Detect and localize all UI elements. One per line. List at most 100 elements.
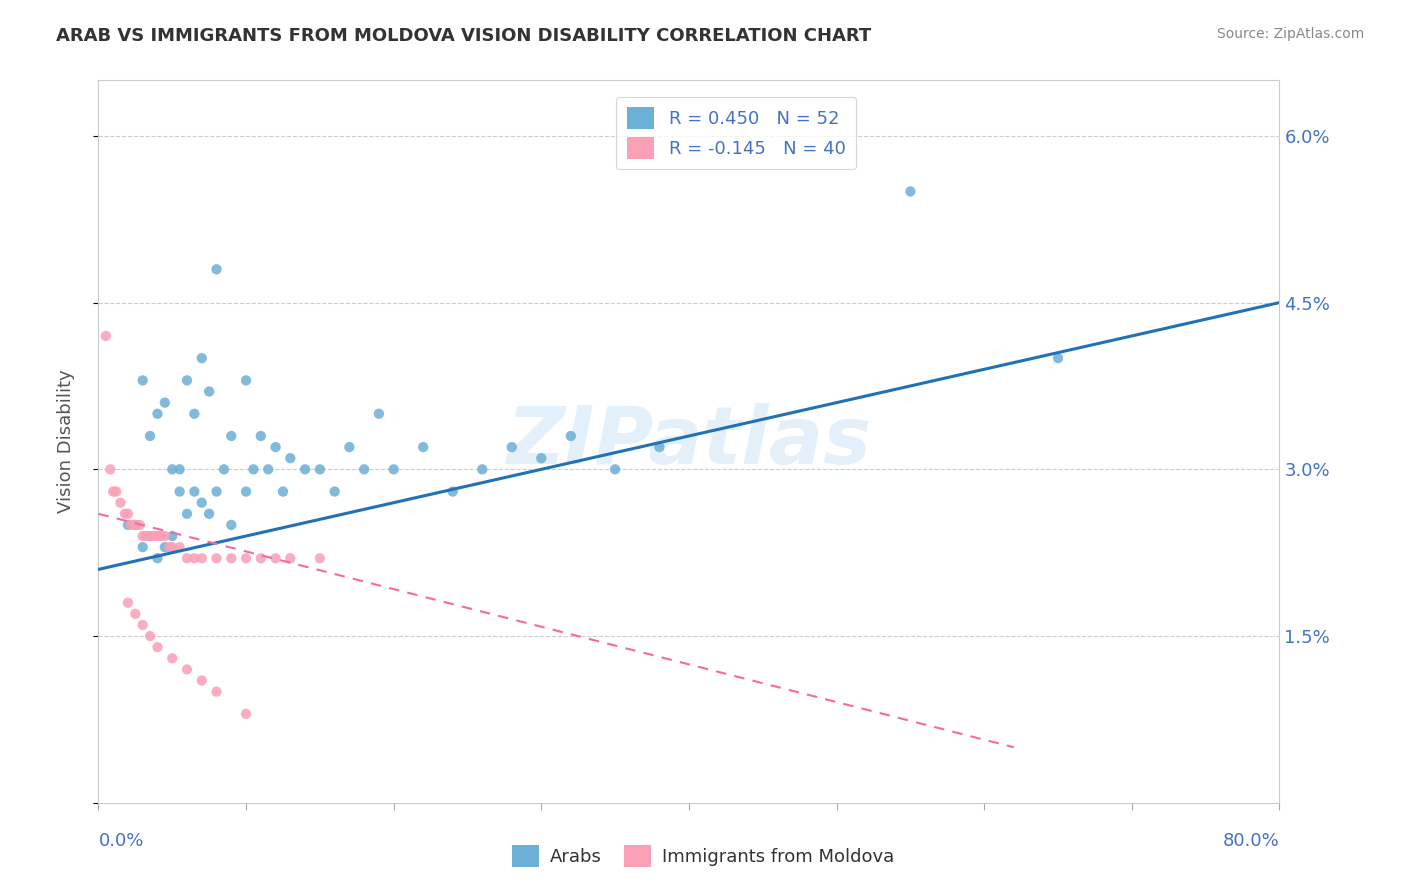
Legend: R = 0.450   N = 52, R = -0.145   N = 40: R = 0.450 N = 52, R = -0.145 N = 40 — [616, 96, 856, 169]
Point — [560, 429, 582, 443]
Point — [235, 551, 257, 566]
Point — [124, 517, 146, 532]
Point — [309, 551, 332, 566]
Point — [169, 462, 191, 476]
Point — [120, 517, 142, 532]
Point — [264, 440, 287, 454]
Point — [198, 384, 221, 399]
Point — [191, 351, 214, 366]
Point — [117, 517, 139, 532]
Point — [471, 462, 494, 476]
Point — [250, 551, 273, 566]
Point — [605, 462, 627, 476]
Point — [530, 451, 553, 466]
Point — [294, 462, 316, 476]
Point — [353, 462, 375, 476]
Point — [105, 484, 128, 499]
Point — [205, 262, 228, 277]
Point — [149, 529, 172, 543]
Point — [146, 551, 169, 566]
Point — [169, 540, 191, 554]
Point — [103, 484, 125, 499]
Point — [139, 429, 162, 443]
Point — [176, 507, 198, 521]
Point — [271, 484, 294, 499]
Point — [146, 640, 169, 655]
Point — [128, 517, 150, 532]
Point — [132, 618, 155, 632]
Point — [132, 529, 155, 543]
Point — [183, 484, 205, 499]
Point — [368, 407, 391, 421]
Point — [157, 540, 180, 554]
Point — [205, 551, 228, 566]
Point — [900, 185, 922, 199]
Point — [250, 429, 273, 443]
Point — [257, 462, 280, 476]
Point — [221, 517, 243, 532]
Point — [132, 540, 155, 554]
Point — [143, 529, 166, 543]
Point — [221, 551, 243, 566]
Point — [117, 507, 139, 521]
Point — [98, 462, 121, 476]
Point — [212, 462, 235, 476]
Point — [132, 373, 155, 387]
Point — [176, 662, 198, 676]
Point — [191, 551, 214, 566]
Point — [176, 551, 198, 566]
Point — [191, 496, 214, 510]
Point — [153, 395, 176, 409]
Point — [135, 529, 157, 543]
Text: ARAB VS IMMIGRANTS FROM MOLDOVA VISION DISABILITY CORRELATION CHART: ARAB VS IMMIGRANTS FROM MOLDOVA VISION D… — [56, 27, 872, 45]
Point — [339, 440, 361, 454]
Text: 80.0%: 80.0% — [1223, 831, 1279, 850]
Point — [183, 407, 205, 421]
Y-axis label: Vision Disability: Vision Disability — [56, 369, 75, 514]
Text: ZIPatlas: ZIPatlas — [506, 402, 872, 481]
Point — [441, 484, 464, 499]
Point — [169, 484, 191, 499]
Text: Source: ZipAtlas.com: Source: ZipAtlas.com — [1216, 27, 1364, 41]
Point — [110, 496, 132, 510]
Legend: Arabs, Immigrants from Moldova: Arabs, Immigrants from Moldova — [505, 838, 901, 874]
Point — [1046, 351, 1070, 366]
Point — [162, 529, 183, 543]
Point — [264, 551, 287, 566]
Point — [205, 484, 228, 499]
Point — [191, 673, 214, 688]
Point — [139, 529, 162, 543]
Point — [183, 551, 205, 566]
Point — [412, 440, 434, 454]
Text: 0.0%: 0.0% — [98, 831, 143, 850]
Point — [139, 529, 162, 543]
Point — [162, 651, 183, 665]
Point — [146, 407, 169, 421]
Point — [198, 507, 221, 521]
Point — [309, 462, 332, 476]
Point — [323, 484, 346, 499]
Point — [176, 373, 198, 387]
Point — [146, 529, 169, 543]
Point — [235, 373, 257, 387]
Point — [280, 451, 302, 466]
Point — [162, 540, 183, 554]
Point — [382, 462, 405, 476]
Point — [648, 440, 671, 454]
Point — [235, 706, 257, 721]
Point — [280, 551, 302, 566]
Point — [153, 540, 176, 554]
Point — [221, 429, 243, 443]
Point — [114, 507, 136, 521]
Point — [124, 517, 146, 532]
Point — [242, 462, 264, 476]
Point — [501, 440, 523, 454]
Point — [124, 607, 146, 621]
Point — [205, 684, 228, 698]
Point — [162, 462, 183, 476]
Point — [117, 596, 139, 610]
Point — [94, 329, 117, 343]
Point — [235, 484, 257, 499]
Point — [139, 629, 162, 643]
Point — [153, 529, 176, 543]
